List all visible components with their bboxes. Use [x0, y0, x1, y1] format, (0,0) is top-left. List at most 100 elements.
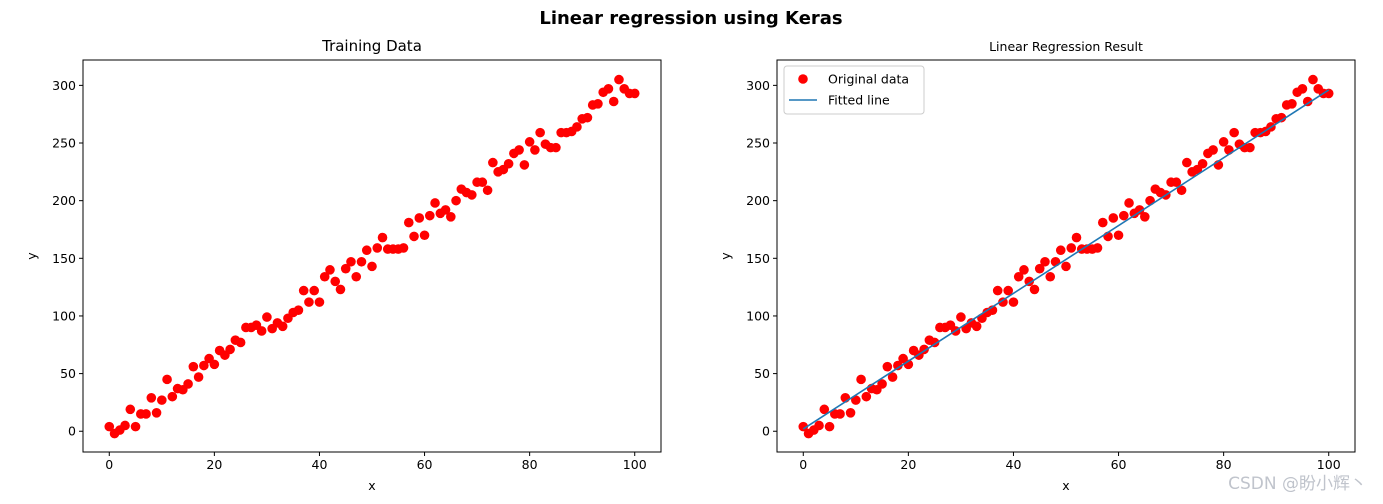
y-tick-label: 0 [762, 424, 770, 439]
data-point [125, 404, 136, 415]
plot-frame [82, 59, 662, 453]
data-point [130, 421, 141, 432]
data-point [519, 160, 530, 170]
data-point [209, 359, 220, 370]
data-point [314, 297, 325, 307]
legend: Original data Fitted line [783, 65, 925, 115]
data-point [1297, 84, 1308, 94]
data-point [1019, 265, 1029, 275]
data-point [482, 185, 493, 196]
y-tick-label: 100 [52, 308, 76, 323]
data-point [304, 297, 314, 307]
data-point [430, 198, 440, 208]
data-point [524, 137, 535, 147]
data-point [1119, 210, 1129, 221]
data-point [1197, 158, 1208, 169]
data-point [1308, 74, 1318, 85]
data-point [256, 326, 267, 336]
data-point [367, 261, 377, 272]
x-tick-label: 20 [206, 457, 222, 472]
data-point [572, 122, 582, 132]
data-point [1145, 195, 1155, 206]
x-axis-label: x [1062, 478, 1069, 493]
x-tick-label: 60 [417, 457, 433, 472]
x-tick-label: 100 [1317, 457, 1341, 472]
data-point [824, 421, 835, 432]
data-point [1287, 99, 1297, 109]
data-point [1276, 112, 1287, 123]
data-point [1124, 198, 1134, 208]
y-tick-label: 150 [746, 251, 770, 266]
y-axis-label: y [718, 252, 733, 260]
data-point [488, 157, 498, 168]
data-point [167, 391, 178, 402]
data-point [514, 145, 524, 155]
x-tick-label: 40 [312, 457, 328, 472]
data-point [403, 217, 414, 228]
y-tick-label: 0 [68, 424, 76, 439]
data-point [1055, 245, 1066, 256]
data-point [372, 243, 383, 253]
x-tick-label: 20 [900, 457, 916, 472]
data-point [1229, 127, 1239, 138]
data-point [887, 372, 898, 382]
data-point [1171, 177, 1182, 188]
data-point [235, 337, 246, 348]
legend-label: Original data [828, 72, 909, 87]
data-point [814, 420, 824, 431]
data-point [798, 421, 809, 432]
y-tick-label: 200 [746, 193, 770, 208]
data-point [425, 210, 435, 221]
axes-title: Linear Regression Result [989, 39, 1143, 54]
data-point [1024, 276, 1035, 287]
data-point [1182, 157, 1192, 168]
data-point [298, 285, 309, 296]
data-point [414, 213, 425, 223]
y-tick-label: 250 [746, 136, 770, 151]
data-point [1040, 256, 1050, 267]
data-point [1003, 285, 1013, 296]
data-point [971, 321, 982, 332]
data-point [477, 177, 488, 188]
data-point [446, 212, 456, 222]
data-point [293, 305, 304, 315]
data-point [1113, 230, 1124, 241]
data-point [956, 312, 966, 322]
data-point [530, 145, 540, 155]
axes-title: Training Data [321, 37, 422, 55]
data-point [1045, 271, 1056, 282]
data-point [356, 256, 367, 267]
data-point [1008, 297, 1019, 307]
data-point [157, 395, 167, 405]
data-point [835, 409, 845, 419]
data-point [225, 344, 235, 355]
data-point [330, 276, 341, 287]
data-point [183, 379, 193, 389]
data-point [346, 256, 356, 267]
data-point [882, 361, 893, 372]
data-point [851, 395, 861, 405]
data-point [361, 245, 372, 256]
data-point [451, 195, 461, 206]
data-point [1176, 185, 1187, 196]
data-point [1302, 96, 1313, 107]
data-point [614, 74, 624, 85]
y-tick-label: 200 [52, 193, 76, 208]
plot-frame [776, 59, 1356, 453]
data-point [877, 379, 887, 389]
data-point [992, 285, 1003, 296]
y-tick-label: 50 [60, 366, 76, 381]
data-point [1097, 217, 1108, 228]
data-point [845, 408, 856, 418]
training-data-axes: Training Data 0 20 40 60 80 100 0 50 100 150 200 250… [24, 37, 662, 493]
y-axis-label: y [24, 252, 39, 260]
data-point [1034, 263, 1045, 274]
data-point [377, 232, 388, 243]
data-point [262, 312, 272, 322]
data-point [351, 271, 362, 282]
data-point [409, 231, 419, 242]
y-tick-label: 300 [52, 78, 76, 93]
figure-suptitle: Linear regression using Keras [539, 8, 842, 29]
data-point [151, 408, 162, 418]
